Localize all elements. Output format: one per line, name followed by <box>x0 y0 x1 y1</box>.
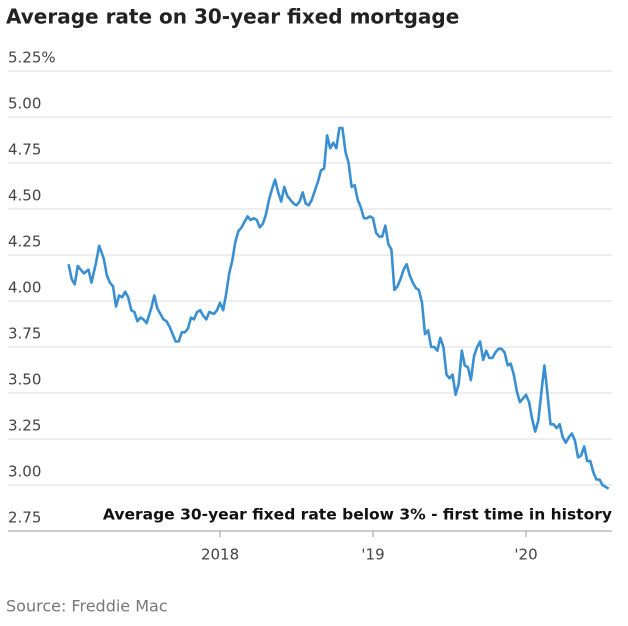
annotation: Average 30-year fixed rate below 3% - fi… <box>103 506 612 524</box>
y-tick-label: 5.25% <box>8 49 56 67</box>
y-tick-label: 5.00 <box>8 95 41 113</box>
chart-title: Average rate on 30-year fixed mortgage <box>6 5 459 29</box>
source: Source: Freddie Mac <box>6 597 168 616</box>
rate-line <box>67 126 610 490</box>
y-tick-label: 4.00 <box>8 279 41 297</box>
y-tick-label: 3.50 <box>8 371 41 389</box>
x-tick-label: '20 <box>514 546 537 564</box>
y-tick-label: 4.50 <box>8 187 41 205</box>
y-tick-label: 4.25 <box>8 233 41 251</box>
y-tick-label: 3.00 <box>8 463 41 481</box>
y-tick-label: 3.25 <box>8 417 41 435</box>
y-tick-label: 3.75 <box>8 325 41 343</box>
x-tick-label: '19 <box>361 546 384 564</box>
x-tick-label: 2018 <box>201 546 239 564</box>
y-tick-label: 4.75 <box>8 141 41 159</box>
y-tick-label: 2.75 <box>8 509 41 527</box>
